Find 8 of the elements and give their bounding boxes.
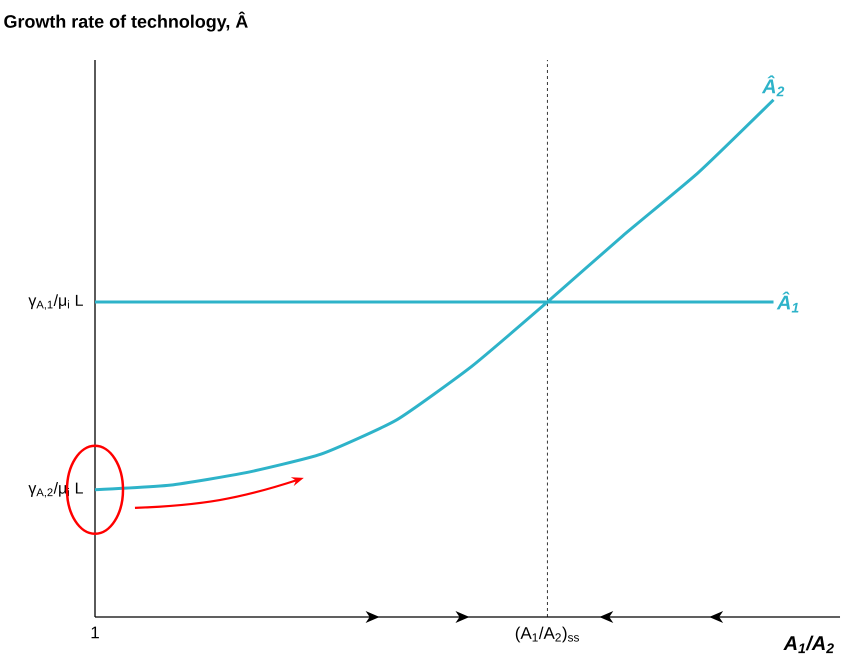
series-label: Â$_{2}$ bbox=[762, 75, 784, 96]
series-label: Â$_{1}$ bbox=[776, 292, 798, 313]
y-axis-title: Growth rate of technology, Â bbox=[4, 12, 248, 32]
x-tick-label: (A$_{1}$/A$_{2}$)$_{ss}$ bbox=[516, 626, 579, 642]
x-axis-title: A$_{1}$/A$_{2}$ bbox=[783, 636, 834, 654]
annotation: γ$_{A,2}$/μ$_{i}$ L bbox=[28, 482, 83, 498]
x-tick-label: 1 bbox=[92, 626, 99, 638]
annotation: γ$_{A,1}$/μ$_{i}$ L bbox=[28, 294, 83, 310]
